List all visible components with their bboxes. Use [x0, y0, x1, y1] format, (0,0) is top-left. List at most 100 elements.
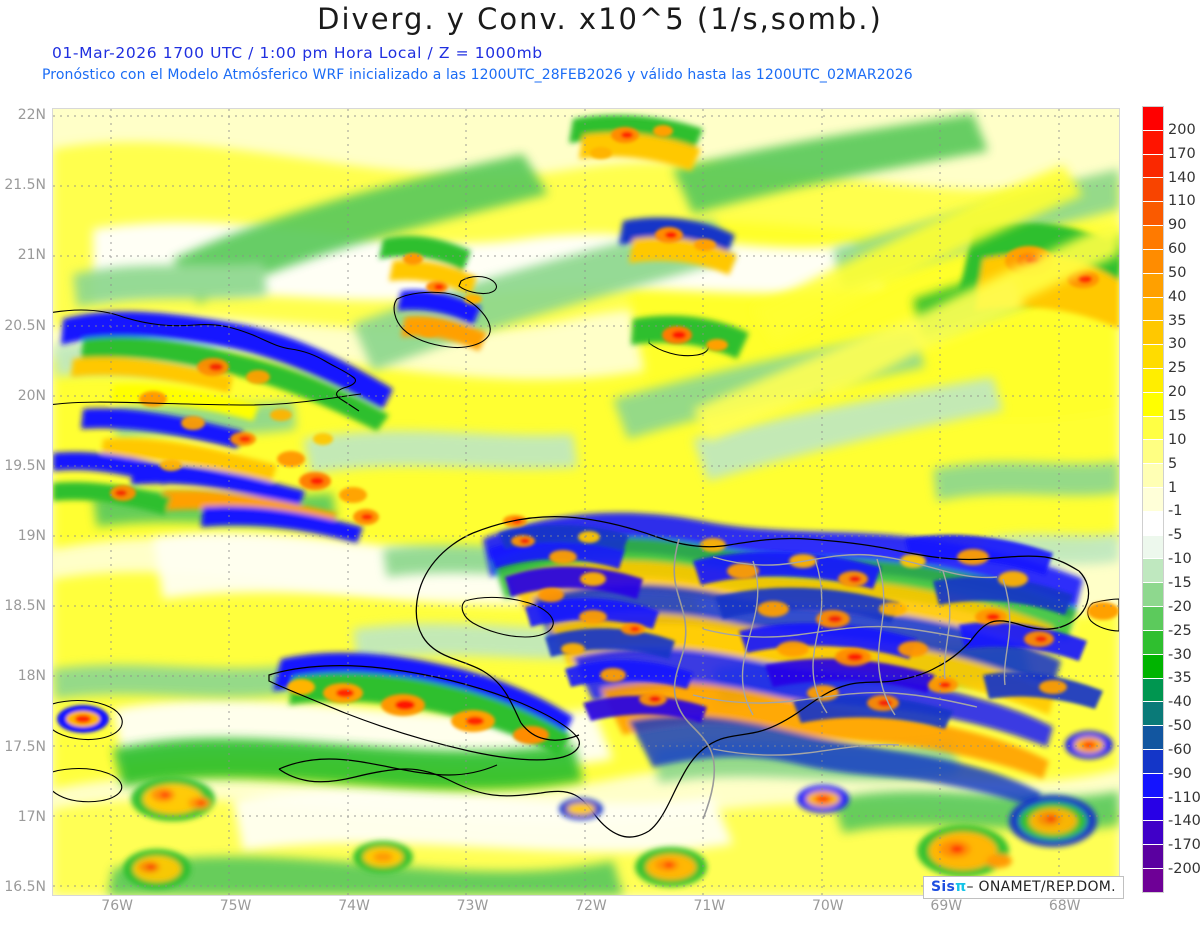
colorbar-tick-label: -30	[1168, 646, 1192, 663]
x-tick-label: 73W	[456, 898, 489, 914]
colorbar-swatch	[1143, 630, 1163, 655]
x-tick-label: 72W	[575, 898, 607, 914]
y-tick-label: 19.5N	[4, 457, 46, 474]
colorbar-tick-label: 140	[1168, 169, 1196, 186]
y-tick-label: 17N	[17, 808, 46, 825]
colorbar-swatch	[1143, 392, 1163, 417]
x-tick-label: 75W	[219, 898, 252, 914]
colorbar-tick-label: 35	[1168, 312, 1187, 329]
colorbar-tick-label: 50	[1168, 264, 1187, 281]
x-tick-label: 70W	[811, 898, 844, 914]
colorbar-tick-label: 5	[1168, 455, 1178, 472]
colorbar-swatch	[1143, 678, 1163, 703]
colorbar-tick-label: 60	[1168, 241, 1187, 258]
brand-prefix: Sis	[931, 879, 956, 895]
colorbar-swatch	[1143, 511, 1163, 536]
colorbar-swatch	[1143, 321, 1163, 346]
y-tick-label: 20N	[17, 387, 46, 404]
y-tick-label: 22N	[17, 107, 46, 124]
colorbar-tick-label: 90	[1168, 217, 1187, 234]
colorbar-swatch	[1143, 154, 1163, 179]
colorbar-labels: 200 170 140 110 90 60 50 40 35 30 25 20 15 10 5 1 -1 -5 -1…	[1168, 106, 1200, 893]
colorbar-swatch	[1143, 559, 1163, 584]
colorbar-tick-label: 40	[1168, 288, 1187, 305]
colorbar-tick-label: -5	[1168, 527, 1183, 544]
colorbar-tick-label: 110	[1168, 193, 1196, 210]
colorbar-tick-label: -140	[1168, 813, 1200, 830]
colorbar-swatch	[1143, 107, 1163, 131]
colorbar-tick-label: -110	[1168, 789, 1200, 806]
colorbar-tick-label: -170	[1168, 837, 1200, 854]
colorbar-swatch	[1143, 797, 1163, 822]
colorbar-tick-label: -1	[1168, 503, 1183, 520]
colorbar-tick-label: -15	[1168, 574, 1192, 591]
colorbar-swatch	[1143, 488, 1163, 512]
colorbar-swatch	[1143, 130, 1163, 155]
colorbar-tick-label: 10	[1168, 431, 1187, 448]
colorbar-tick-label: -40	[1168, 694, 1192, 711]
y-tick-label: 17.5N	[4, 738, 46, 755]
colorbar-swatch	[1143, 869, 1163, 892]
colorbar-swatch	[1143, 368, 1163, 393]
y-tick-label: 18.5N	[4, 598, 46, 615]
colorbar-tick-label: -20	[1168, 598, 1192, 615]
colorbar-tick-label: 200	[1168, 121, 1196, 138]
colorbar-tick-label: -10	[1168, 551, 1192, 568]
y-axis-labels: 22N 21.5N 21N 20.5N 20N 19.5N 19N 18.5N 18N 17.5N…	[0, 107, 50, 895]
colorbar-tick-label: -50	[1168, 718, 1192, 735]
colorbar-swatch	[1143, 702, 1163, 727]
colorbar-swatch	[1143, 726, 1163, 750]
colorbar-swatch	[1143, 821, 1163, 846]
x-tick-label: 74W	[338, 898, 370, 914]
map-plot-area[interactable]	[52, 108, 1120, 896]
colorbar-swatch	[1143, 345, 1163, 369]
colorbar-swatch	[1143, 273, 1163, 298]
colorbar-tick-label: 1	[1168, 479, 1178, 496]
org-label: – ONAMET/REP.DOM.	[966, 879, 1116, 895]
subtitle-model-info: Pronóstico con el Modelo Atmósferico WRF…	[42, 67, 913, 83]
x-tick-label: 69W	[930, 898, 963, 914]
colorbar-swatch	[1143, 773, 1163, 798]
colorbar-swatch	[1143, 202, 1163, 227]
colorbar-swatch	[1143, 440, 1163, 465]
colorbar-swatch	[1143, 464, 1163, 488]
colorbar-tick-label: 25	[1168, 360, 1187, 377]
colorbar-swatch	[1143, 654, 1163, 679]
colorbar-swatch	[1143, 535, 1163, 560]
colorbar-swatch	[1143, 297, 1163, 322]
y-tick-label: 18N	[17, 668, 46, 685]
colorbar-swatch	[1143, 845, 1163, 869]
colorbar-swatch	[1143, 607, 1163, 631]
colorbar-swatch	[1143, 583, 1163, 608]
colorbar-swatch	[1143, 178, 1163, 203]
colorbar-tick-label: 170	[1168, 145, 1196, 162]
divergence-shading-field	[53, 109, 1119, 895]
y-tick-label: 19N	[17, 528, 46, 545]
brand-symbol-icon: π	[955, 879, 967, 895]
watermark-badge: Sisπ– ONAMET/REP.DOM.	[923, 876, 1124, 899]
colorbar-tick-label: -90	[1168, 765, 1192, 782]
x-tick-label: 68W	[1048, 898, 1081, 914]
colorbar-tick-label: 30	[1168, 336, 1187, 353]
colorbar-tick-label: 15	[1168, 408, 1187, 425]
colorbar-tick-label: -35	[1168, 670, 1192, 687]
x-axis-labels: 76W 75W 74W 73W 72W 71W 70W 69W 68W	[52, 898, 1118, 924]
x-tick-label: 71W	[693, 898, 726, 914]
y-tick-label: 20.5N	[4, 317, 46, 334]
x-tick-label: 76W	[101, 898, 133, 914]
colorbar-swatch	[1143, 749, 1163, 774]
subtitle-valid-time: 01-Mar-2026 1700 UTC / 1:00 pm Hora Loca…	[52, 44, 543, 62]
y-tick-label: 16.5N	[4, 878, 46, 895]
colorbar-swatch	[1143, 226, 1163, 250]
colorbar[interactable]	[1142, 106, 1164, 893]
colorbar-swatch	[1143, 249, 1163, 274]
colorbar-tick-label: -25	[1168, 622, 1192, 639]
colorbar-tick-label: -200	[1168, 861, 1200, 878]
page-title: Diverg. y Conv. x10^5 (1/s,somb.)	[317, 2, 883, 36]
y-tick-label: 21.5N	[4, 177, 46, 194]
colorbar-tick-label: 20	[1168, 384, 1187, 401]
colorbar-swatch	[1143, 416, 1163, 441]
colorbar-tick-label: -60	[1168, 741, 1192, 758]
y-tick-label: 21N	[17, 247, 46, 264]
